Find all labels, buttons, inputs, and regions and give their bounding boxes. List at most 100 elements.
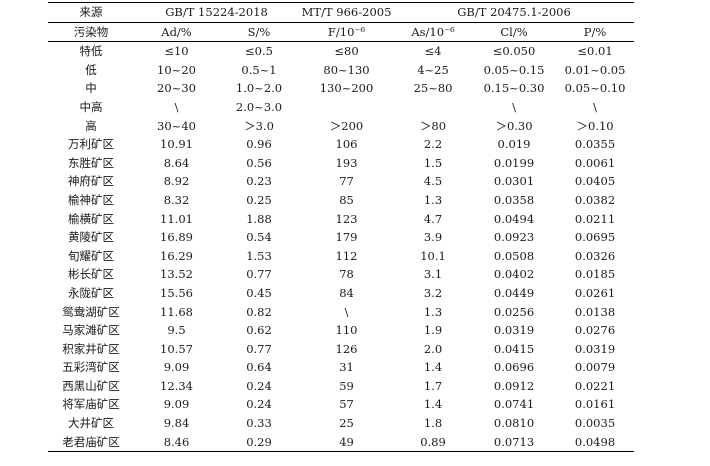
mine-row-cell-cl: 0.0415 xyxy=(493,341,535,356)
grade-row-cell-ad: 10~20 xyxy=(157,62,196,77)
grade-row-cell-s: ＞3.0 xyxy=(244,118,274,133)
coal-quality-table: 来源 GB/T 15224-2018 MT/T 966-2005 GB/T 20… xyxy=(48,2,635,453)
grade-row-cell-cl: 0.15~0.30 xyxy=(483,81,545,96)
mine-row-cell-p: 0.0326 xyxy=(574,248,616,263)
mine-row-cell-p: 0.0079 xyxy=(574,360,616,375)
mine-row-cell-p: 0.0355 xyxy=(574,137,616,152)
mine-row-cell-ad: 9.5 xyxy=(167,323,186,338)
mine-row-cell-as: 1.9 xyxy=(423,323,443,338)
mine-row-cell-ad: 9.09 xyxy=(163,360,190,375)
mine-row: 黄陵矿区 16.89 0.54 179 3.9 0.0923 0.0695 xyxy=(48,228,634,247)
mine-row: 老君庙矿区 8.46 0.29 49 0.89 0.0713 0.0498 xyxy=(48,432,635,453)
mine-row: 万利矿区 10.91 0.96 106 2.2 0.019 0.0355 xyxy=(48,135,634,154)
mine-row: 鸳鸯湖矿区 11.68 0.82 \ 1.3 0.0256 0.0138 xyxy=(48,303,634,322)
mine-row-cell-ad: 12.34 xyxy=(160,378,193,393)
mine-row-cell-p: 0.0382 xyxy=(574,192,616,207)
grade-row-cell-ad: 30~40 xyxy=(157,118,196,133)
grade-row-cell-name: 特低 xyxy=(79,44,103,59)
mine-row-cell-s: 0.56 xyxy=(246,155,272,170)
mine-row-cell-s: 0.33 xyxy=(246,416,272,431)
mine-row-cell-s: 0.23 xyxy=(246,174,272,189)
grade-row-cell-name: 中 xyxy=(85,81,97,96)
grade-row: 特低 ≤10 ≤0.5 ≤80 ≤4 ≤0.050 ≤0.01 xyxy=(48,42,634,61)
grade-row-cell-p: 0.01~0.05 xyxy=(564,62,626,77)
mine-row-cell-ad: 10.91 xyxy=(160,137,193,152)
mine-row: 将军庙矿区 9.09 0.24 57 1.4 0.0741 0.0161 xyxy=(48,395,634,414)
mine-row-cell-ad: 8.32 xyxy=(163,192,190,207)
grade-row-cell-ad: ≤10 xyxy=(164,44,189,59)
column-header-f: F/10⁻⁶ xyxy=(299,22,395,43)
mine-row-cell-name: 彬长矿区 xyxy=(68,267,114,282)
mine-row-cell-p: 0.0211 xyxy=(574,211,616,226)
mine-row-cell-ad: 15.56 xyxy=(160,285,193,300)
mine-row-cell-cl: 0.019 xyxy=(497,137,531,152)
mine-row-cell-as: 10.1 xyxy=(420,248,446,263)
mine-row-cell-s: 0.64 xyxy=(246,360,272,375)
grade-row-cell-name: 低 xyxy=(85,62,97,77)
grade-row: 高 30~40 ＞3.0 ＞200 ＞80 ＞0.30 ＞0.10 xyxy=(48,117,634,136)
mine-row-cell-cl: 0.0923 xyxy=(493,230,535,245)
grade-row-cell-cl: \ xyxy=(512,99,516,114)
grade-row: 中高 \ 2.0~3.0 \ \ xyxy=(48,98,634,117)
grade-row-cell-f: 80~130 xyxy=(323,62,370,77)
header-source-label: 来源 xyxy=(48,2,134,23)
mine-row-cell-s: 0.24 xyxy=(246,378,272,393)
mine-row-cell-as: 3.9 xyxy=(423,230,443,245)
mine-row-cell-ad: 9.09 xyxy=(163,397,190,412)
mine-row-cell-cl: 0.0358 xyxy=(493,192,535,207)
mine-row-cell-f: 31 xyxy=(339,360,354,375)
mine-row-cell-name: 黄陵矿区 xyxy=(68,230,114,245)
mine-row-cell-name: 老君庙矿区 xyxy=(48,432,134,453)
mine-row-cell-cl: 0.0449 xyxy=(493,285,535,300)
mine-row-cell-s: 0.77 xyxy=(246,267,272,282)
mine-row-cell-f: 193 xyxy=(335,155,358,170)
mine-row-cell-s: 0.96 xyxy=(246,137,272,152)
mine-row-cell-ad: 16.29 xyxy=(160,248,193,263)
header-standard-gb15224: GB/T 15224-2018 xyxy=(134,2,300,23)
mine-row-cell-f: 59 xyxy=(339,378,354,393)
mine-row-cell-f: 112 xyxy=(335,248,358,263)
grade-row-cell-f xyxy=(299,98,394,117)
mine-row: 榆横矿区 11.01 1.88 123 4.7 0.0494 0.0211 xyxy=(48,210,634,229)
mine-row-cell-p: 0.0319 xyxy=(574,341,616,356)
mine-row-cell-ad: 8.92 xyxy=(163,174,190,189)
mine-row: 永陇矿区 15.56 0.45 84 3.2 0.0449 0.0261 xyxy=(48,284,634,303)
mine-row-cell-p: 0.0498 xyxy=(556,432,635,453)
header-standard-mt966: MT/T 966-2005 xyxy=(299,2,395,23)
mine-row-cell-s: 0.25 xyxy=(246,192,272,207)
mine-row-cell-name: 永陇矿区 xyxy=(68,285,114,300)
mine-row-cell-f: 106 xyxy=(335,137,358,152)
mine-row-cell-cl: 0.0199 xyxy=(493,155,535,170)
mine-row-cell-s: 0.82 xyxy=(246,304,272,319)
grade-row-cell-f: ≤80 xyxy=(334,44,359,59)
mine-row: 榆神矿区 8.32 0.25 85 1.3 0.0358 0.0382 xyxy=(48,191,634,210)
mine-row-cell-name: 旬耀矿区 xyxy=(68,248,114,263)
mine-row-cell-as: 1.3 xyxy=(423,192,443,207)
mine-row-cell-as: 1.4 xyxy=(423,397,443,412)
mine-row-cell-name: 榆横矿区 xyxy=(68,211,114,226)
mine-row-cell-name: 将军庙矿区 xyxy=(62,397,120,412)
mine-row-cell-cl: 0.0741 xyxy=(493,397,535,412)
mine-row-cell-p: 0.0185 xyxy=(574,267,616,282)
mine-row-cell-as: 3.2 xyxy=(423,285,443,300)
grade-row-cell-p: ＞0.10 xyxy=(576,118,614,133)
mine-row: 旬耀矿区 16.29 1.53 112 10.1 0.0508 0.0326 xyxy=(48,247,634,266)
grade-row-cell-s: 1.0~2.0 xyxy=(235,81,283,96)
mine-row-cell-name: 积家井矿区 xyxy=(62,341,120,356)
mine-row-cell-as: 0.89 xyxy=(394,432,473,453)
mine-row-cell-f: 77 xyxy=(339,174,354,189)
column-header-as: As/10⁻⁶ xyxy=(394,22,473,43)
mine-row-cell-p: 0.0035 xyxy=(574,416,616,431)
mine-row: 五彩湾矿区 9.09 0.64 31 1.4 0.0696 0.0079 xyxy=(48,358,634,377)
mine-row-cell-ad: 16.89 xyxy=(160,230,193,245)
mine-row-cell-f: 123 xyxy=(335,211,358,226)
grade-row-cell-as: ＞80 xyxy=(419,118,447,133)
mine-row-cell-p: 0.0161 xyxy=(574,397,616,412)
mine-row-cell-f: 49 xyxy=(299,432,395,453)
grade-row-cell-s: ≤0.5 xyxy=(245,44,273,59)
mine-row: 彬长矿区 13.52 0.77 78 3.1 0.0402 0.0185 xyxy=(48,265,634,284)
grade-row-cell-s: 0.5~1 xyxy=(241,62,277,77)
mine-row-cell-p: 0.0405 xyxy=(574,174,616,189)
mine-row-cell-cl: 0.0508 xyxy=(493,248,535,263)
mine-row-cell-as: 4.5 xyxy=(423,174,443,189)
